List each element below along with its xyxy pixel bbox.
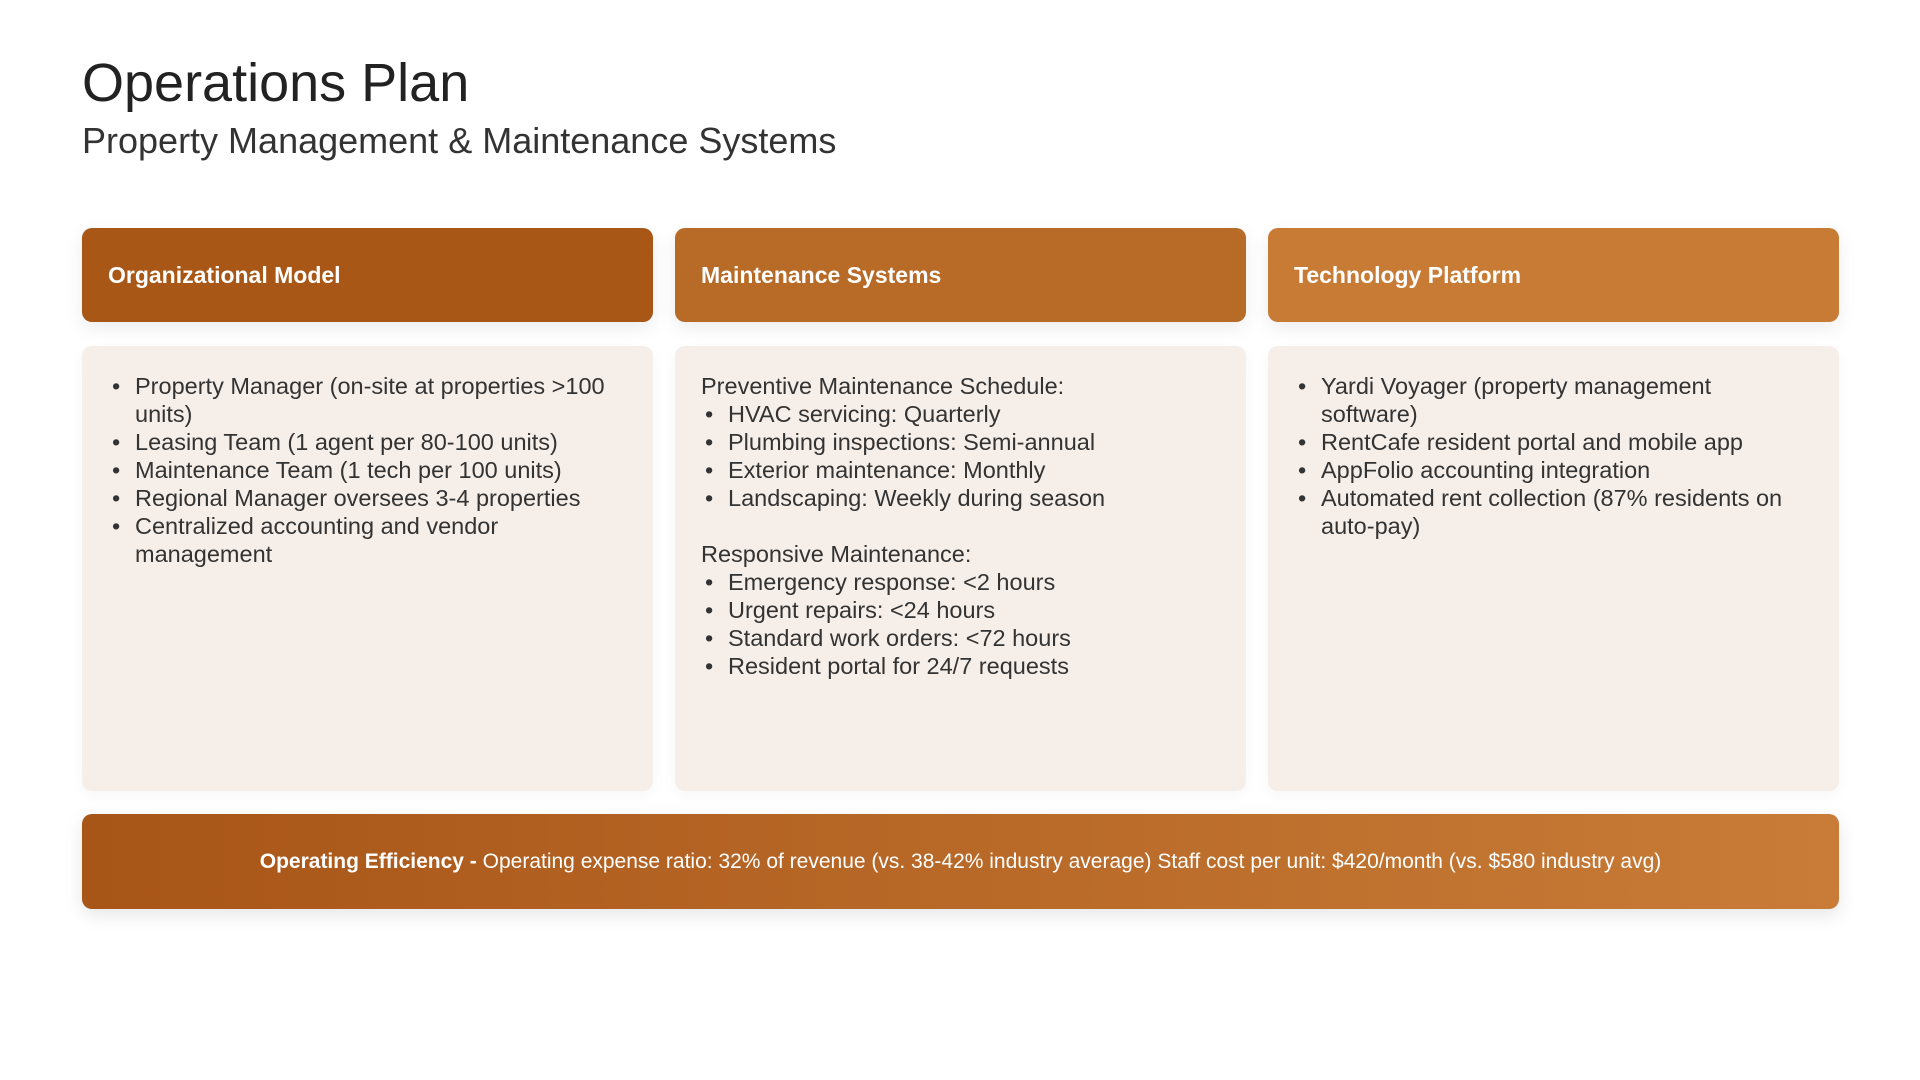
card-body-technology-platform: Yardi Voyager (property management softw… (1268, 346, 1839, 791)
list-item: Leasing Team (1 agent per 80-100 units) (108, 428, 627, 456)
card-body-maintenance-systems: Preventive Maintenance Schedule: HVAC se… (675, 346, 1246, 791)
list-item: Maintenance Team (1 tech per 100 units) (108, 456, 627, 484)
banner-label: Operating Efficiency - (259, 849, 483, 873)
page-subtitle: Property Management & Maintenance System… (82, 120, 837, 161)
list-item: HVAC servicing: Quarterly (701, 400, 1220, 428)
page-title: Operations Plan (82, 53, 470, 113)
list-item: Landscaping: Weekly during season (701, 484, 1220, 512)
section-heading: Responsive Maintenance: (701, 541, 972, 567)
list-item: Emergency response: <2 hours (701, 568, 1220, 596)
list-item: Standard work orders: <72 hours (701, 624, 1220, 652)
list-item: RentCafe resident portal and mobile app (1294, 428, 1813, 456)
list-item: Property Manager (on-site at properties … (108, 372, 627, 428)
card-header-technology-platform: Technology Platform (1268, 228, 1839, 322)
list-item: Plumbing inspections: Semi-annual (701, 428, 1220, 456)
list-item: Yardi Voyager (property management softw… (1294, 372, 1813, 428)
list-item: Resident portal for 24/7 requests (701, 652, 1220, 680)
card-header-maintenance-systems: Maintenance Systems (675, 228, 1246, 322)
card-body-organizational-model: Property Manager (on-site at properties … (82, 346, 653, 791)
list-item: AppFolio accounting integration (1294, 456, 1813, 484)
list-item: Automated rent collection (87% residents… (1294, 484, 1813, 540)
card-header-organizational-model: Organizational Model (82, 228, 653, 322)
operating-efficiency-banner: Operating Efficiency - Operating expense… (82, 814, 1839, 909)
banner-text: Operating expense ratio: 32% of revenue … (482, 849, 1662, 873)
list-item: Exterior maintenance: Monthly (701, 456, 1220, 484)
section-heading: Preventive Maintenance Schedule: (701, 373, 1065, 399)
list-item: Urgent repairs: <24 hours (701, 596, 1220, 624)
list-item: Centralized accounting and vendor manage… (108, 512, 627, 568)
list-item: Regional Manager oversees 3-4 properties (108, 484, 627, 512)
